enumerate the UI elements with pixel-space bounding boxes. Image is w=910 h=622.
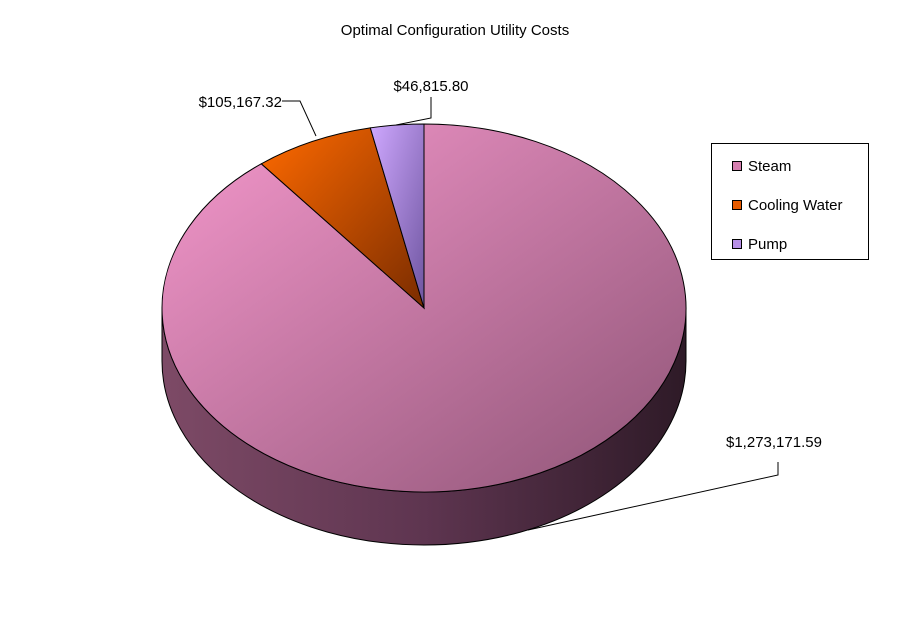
leader-line-cooling-water bbox=[282, 100, 317, 137]
data-label-cooling-water: $105,167.32 bbox=[199, 94, 282, 111]
legend-item-steam: Steam bbox=[732, 157, 791, 175]
legend-swatch-cooling-water bbox=[732, 200, 742, 210]
data-label-pump: $46,815.80 bbox=[393, 78, 468, 95]
legend-swatch-steam bbox=[732, 161, 742, 171]
legend-label-steam: Steam bbox=[748, 157, 792, 175]
leader-line-steam bbox=[527, 462, 779, 531]
legend-item-cooling-water: Cooling Water bbox=[732, 196, 842, 214]
legend-item-pump: Pump bbox=[732, 235, 787, 253]
legend-label-pump: Pump bbox=[748, 235, 788, 253]
legend-swatch-pump bbox=[732, 239, 742, 249]
leader-line-pump bbox=[395, 97, 432, 126]
legend-label-cooling-water: Cooling Water bbox=[748, 196, 843, 214]
legend: Steam Cooling Water Pump bbox=[711, 143, 869, 260]
data-label-steam: $1,273,171.59 bbox=[726, 434, 822, 451]
chart-title: Optimal Configuration Utility Costs bbox=[340, 22, 570, 39]
